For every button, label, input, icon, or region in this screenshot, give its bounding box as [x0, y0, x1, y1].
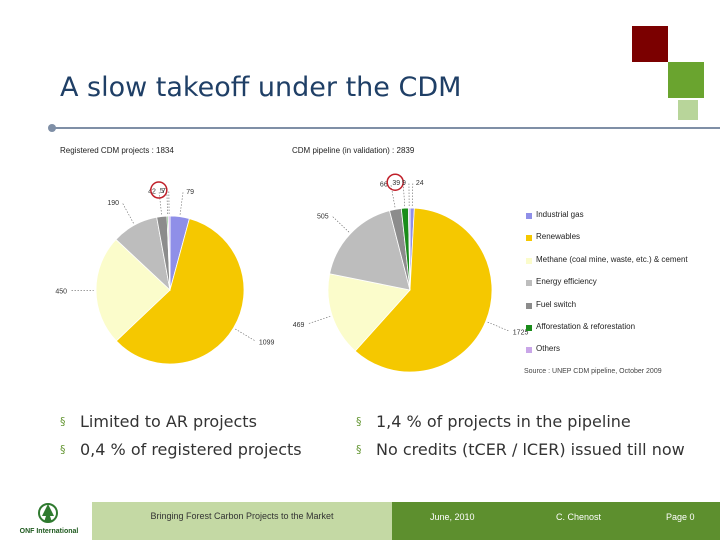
pie-data-label: 1725: [513, 329, 529, 336]
pie-leader-line: [402, 182, 406, 207]
bullet-text: No credits (tCER / lCER) issued till now: [376, 440, 685, 459]
pie-slice-methane-coal-mine-waste-etc-cement: [327, 273, 411, 352]
footer-author: C. Chenost: [556, 512, 602, 522]
pie-leader-line: [307, 316, 331, 325]
pie-data-label: 7: [162, 188, 166, 195]
pie-charts: 79 1099 450 190 42 57 24 1725 469 505 66 39 9: [55, 173, 529, 373]
bullet-item: § 1,4 % of projects in the pipeline: [352, 410, 685, 438]
deco-square-green: [668, 62, 704, 98]
bullet-mark: §: [356, 415, 362, 428]
slide-title: A slow takeoff under the CDM: [60, 72, 462, 103]
bullet-item: § No credits (tCER / lCER) issued till no…: [352, 438, 685, 466]
legend-label: Energy efficiency: [536, 277, 597, 287]
pie-data-label: 5: [160, 188, 164, 195]
bullet-text: Limited to AR projects: [80, 412, 257, 431]
title-divider: [52, 127, 720, 129]
pie-data-label: 1099: [259, 339, 275, 346]
footer-page: Page 0: [666, 512, 695, 522]
legend-swatch: [526, 324, 532, 331]
bullet-text: 0,4 % of registered projects: [80, 440, 302, 459]
bullet-mark: §: [356, 443, 362, 456]
pie-data-label: 42: [148, 189, 156, 196]
title-divider-dot: [48, 124, 56, 132]
pie-slice-methane-coal-mine-waste-etc-cement: [95, 238, 171, 342]
bullet-mark: §: [60, 443, 66, 456]
pie-data-label: 66: [380, 182, 388, 189]
deco-square-dark-red: [632, 26, 668, 62]
pie-slice-renewables: [115, 218, 245, 365]
pie-data-label: 190: [107, 200, 119, 207]
pie-leader-line: [235, 328, 256, 342]
logo-text: ONF International: [20, 528, 79, 535]
footer-tagline: Bringing Forest Carbon Projects to the M…: [92, 502, 392, 540]
bullet-item: § 0,4 % of registered projects: [56, 438, 302, 466]
legend-label: Methane (coal mine, waste, etc.) & cemen…: [536, 254, 688, 264]
bullet-text: 1,4 % of projects in the pipeline: [376, 412, 631, 431]
legend-label: Others: [536, 344, 561, 354]
pie-data-label: 450: [55, 288, 67, 295]
footer-bar: [392, 502, 720, 540]
pie-leader-line: [331, 215, 350, 233]
bullets-left: § Limited to AR projects § 0,4 % of regist…: [56, 410, 302, 466]
legend-label: Afforestation & reforestation: [536, 321, 636, 331]
pie-right-title: CDM pipeline (in validation) : 2839: [292, 146, 415, 155]
chart-source: Source : UNEP CDM pipeline, October 2009: [524, 368, 662, 375]
bullet-item: § Limited to AR projects: [56, 410, 302, 438]
deco-square-light-green: [678, 100, 698, 120]
legend-swatch: [526, 302, 532, 309]
legend-label: Renewables: [536, 232, 581, 242]
pie-slice-energy-efficiency: [329, 210, 411, 291]
highlight-circle: [150, 181, 168, 199]
footer-date: June, 2010: [430, 512, 475, 522]
pie-leader-line: [158, 190, 162, 215]
legend-label: Industrial gas: [536, 210, 584, 219]
legend-swatch: [526, 347, 532, 354]
legend-swatch: [526, 213, 532, 219]
pie-leader-line: [179, 190, 184, 215]
pie-data-label: 24: [416, 180, 424, 187]
legend-swatch: [526, 235, 532, 242]
pie-data-label: 9: [402, 180, 406, 187]
pie-leader-line: [487, 321, 510, 332]
bullets-right: § 1,4 % of projects in the pipeline § No c…: [352, 410, 685, 466]
legend-label: Fuel switch: [536, 299, 577, 309]
pie-data-label: 79: [186, 189, 194, 196]
pie-leader-line: [390, 183, 396, 208]
pie-slice-renewables: [354, 207, 493, 373]
pie-leader-line: [121, 202, 134, 224]
pie-data-label: 469: [293, 322, 305, 329]
legend-swatch: [526, 280, 532, 287]
legend-swatch: [526, 257, 532, 264]
pie-data-label: 505: [317, 214, 329, 221]
bullet-mark: §: [60, 415, 66, 428]
pie-leader-line: [411, 182, 414, 207]
highlight-circle: [386, 173, 404, 191]
onf-tree-icon: ONF International: [20, 503, 79, 535]
pie-data-label: 39: [392, 180, 400, 187]
pie-leader-line: [166, 190, 168, 215]
pie-slice-others: [167, 215, 171, 291]
pie-slice-others: [407, 207, 411, 291]
pie-left-title: Registered CDM projects : 1834: [60, 146, 174, 155]
